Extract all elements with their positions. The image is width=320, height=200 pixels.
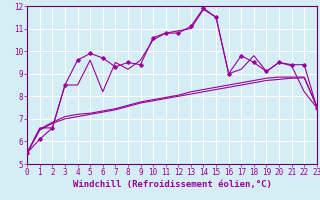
X-axis label: Windchill (Refroidissement éolien,°C): Windchill (Refroidissement éolien,°C): [73, 180, 271, 189]
